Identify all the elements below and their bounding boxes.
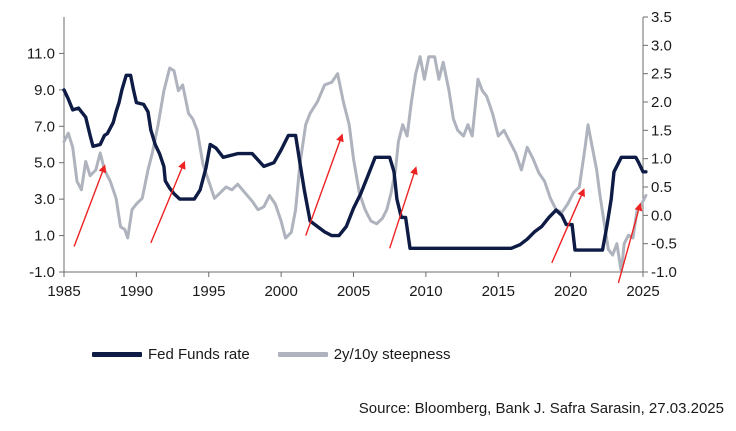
y-left-tick-label: 11.0 [27, 45, 55, 62]
y-right-tick-label: 0.5 [651, 179, 672, 196]
legend-item-steepness: 2y/10y steepness [277, 346, 451, 363]
y-left-tick-label: -1.0 [29, 264, 55, 281]
y-right-tick-label: 1.0 [651, 151, 672, 168]
y-right-tick-label: 0.0 [651, 207, 672, 224]
y-left-tick-label: 3.0 [34, 191, 55, 208]
y-right-tick-label: 3.5 [651, 9, 672, 26]
x-tick-label: 2005 [337, 283, 370, 300]
x-tick-label: 2010 [409, 283, 442, 300]
red-arrow [617, 202, 643, 284]
x-tick-label: 2020 [554, 283, 587, 300]
legend-swatch-steepness [277, 352, 328, 357]
y-right-tick-label: -1.0 [651, 264, 677, 281]
red-arrow [73, 164, 107, 247]
y-left-tick-label: 1.0 [34, 228, 55, 245]
red-arrow [305, 133, 344, 236]
annotations [73, 133, 643, 284]
x-tick-label: 2025 [626, 283, 659, 300]
y-right-tick-label: -0.5 [651, 236, 677, 253]
series-line-steepness [62, 55, 648, 274]
y-left-tick-label: 7.0 [34, 118, 55, 135]
chart: -1.0 1.0 3.0 5.0 7.0 9.0 11.0 -1.0 -0.5 0.0 0.5 1.0… [27, 9, 677, 300]
legend-label-fed-funds: Fed Funds rate [148, 346, 250, 363]
red-arrow [389, 166, 418, 249]
x-tick-label: 2000 [264, 283, 297, 300]
source-note: Source: Bloomberg, Bank J. Safra Sarasin… [358, 400, 724, 417]
series-layer [62, 55, 648, 274]
x-tick-label: 1995 [192, 283, 225, 300]
legend-swatch-fed-funds [92, 352, 142, 357]
x-tick-label: 1985 [47, 283, 80, 300]
y-right-tick-label: 2.5 [651, 66, 672, 83]
legend: Fed Funds rate 2y/10y steepness [92, 346, 478, 363]
legend-label-steepness: 2y/10y steepness [333, 346, 451, 363]
y-right-tick-label: 2.0 [651, 94, 672, 111]
series-line-fed-funds [62, 73, 648, 252]
y-right-tick-label: 1.5 [651, 122, 672, 139]
y-left-tick-label: 9.0 [34, 82, 55, 99]
red-arrow [150, 160, 186, 244]
legend-item-fed-funds: Fed Funds rate [92, 346, 250, 363]
axes: -1.0 1.0 3.0 5.0 7.0 9.0 11.0 -1.0 -0.5 0.0 0.5 1.0… [27, 9, 677, 300]
x-tick-label: 2015 [482, 283, 515, 300]
red-arrow [551, 188, 585, 264]
x-tick-label: 1990 [120, 283, 153, 300]
y-left-tick-label: 5.0 [34, 155, 55, 172]
y-right-tick-label: 3.0 [651, 37, 672, 54]
